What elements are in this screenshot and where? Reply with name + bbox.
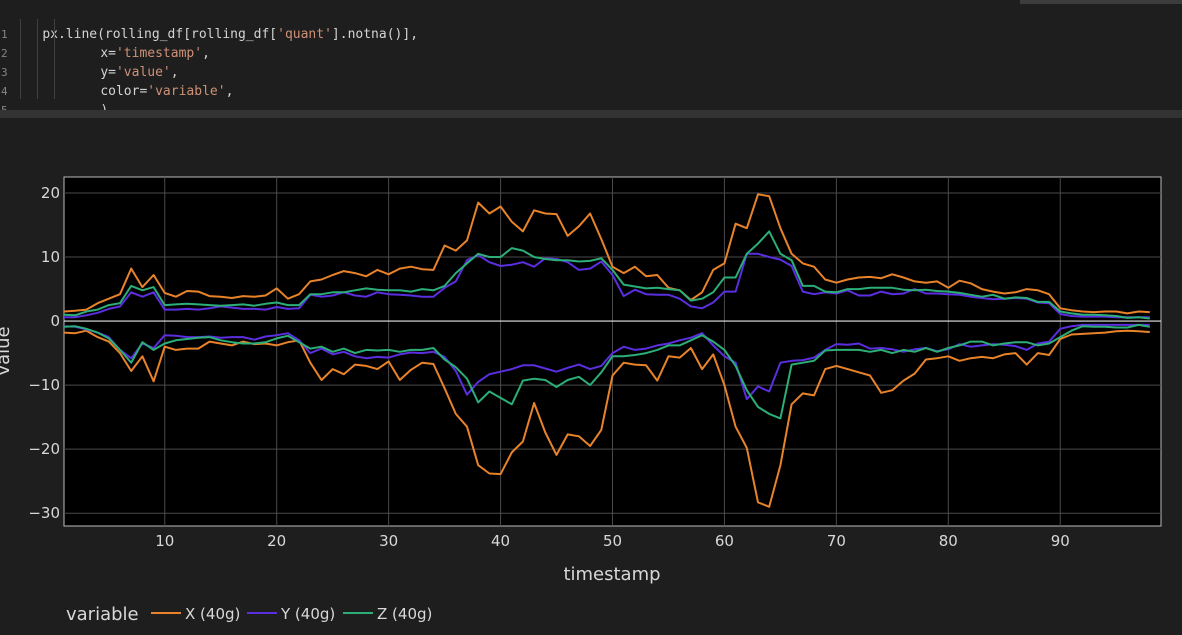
x-tick-label: 30 (379, 532, 398, 550)
y-tick-labels: 20 10 0 −10 −20 −30 (28, 184, 60, 522)
x-tick-label: 80 (939, 532, 958, 550)
x-tick-label: 20 (267, 532, 286, 550)
series-line-y (63, 323, 1150, 401)
series-line-z (63, 230, 1150, 320)
legend-item-x[interactable]: X (40g) (151, 605, 240, 623)
indent-guide (37, 19, 38, 99)
line-number: 3 (1, 66, 8, 79)
y-tick-label: 10 (41, 248, 60, 266)
x-tick-label: 90 (1051, 532, 1070, 550)
x-tick-labels: 10 20 30 40 50 60 70 80 90 (155, 532, 1070, 550)
x-tick-label: 50 (603, 532, 622, 550)
x-grid (164, 177, 1061, 526)
indent-guide (20, 19, 21, 99)
y-grid (64, 192, 1161, 514)
legend-item-y[interactable]: Y (40g) (247, 605, 335, 623)
series-line-x (63, 193, 1150, 315)
x-tick-label: 10 (155, 532, 174, 550)
y-tick-label: 20 (41, 184, 60, 202)
legend-label: Y (40g) (280, 605, 335, 623)
code-line-1[interactable]: 1 px.line(rolling_df[rolling_df['quant'].… (1, 27, 419, 42)
series-lines (63, 193, 1150, 508)
legend-label: X (40g) (185, 605, 240, 623)
x-tick-label: 70 (827, 532, 846, 550)
x-tick-label: 60 (715, 532, 734, 550)
y-tick-label: 0 (50, 312, 60, 330)
x-tick-label: 40 (491, 532, 510, 550)
y-tick-label: −30 (28, 504, 60, 522)
code-line-4[interactable]: 4 color='variable', (1, 84, 234, 99)
y-axis-title: value (0, 326, 14, 375)
code-editor[interactable]: 1 px.line(rolling_df[rolling_df['quant'].… (0, 0, 1182, 118)
line-number: 2 (1, 47, 8, 60)
legend-item-z[interactable]: Z (40g) (343, 605, 432, 623)
code-line-3[interactable]: 3 y='value', (1, 65, 179, 80)
y-tick-label: −20 (28, 440, 60, 458)
line-number: 4 (1, 85, 8, 98)
series-line-z (63, 323, 1150, 420)
legend[interactable]: X (40g) Y (40g) Z (40g) (151, 605, 432, 623)
legend-title: variable (66, 604, 139, 625)
editor-toolbar (1020, 0, 1182, 4)
cell-separator (0, 110, 1182, 118)
series-line-y (64, 252, 1150, 319)
series-line-x (63, 329, 1150, 508)
indent-guide (54, 19, 55, 99)
y-tick-label: −10 (28, 376, 60, 394)
line-number: 1 (1, 28, 8, 41)
legend-label: Z (40g) (377, 605, 432, 623)
code-line-2[interactable]: 2 x='timestamp', (1, 46, 210, 61)
x-axis-title: timestamp (563, 564, 660, 585)
